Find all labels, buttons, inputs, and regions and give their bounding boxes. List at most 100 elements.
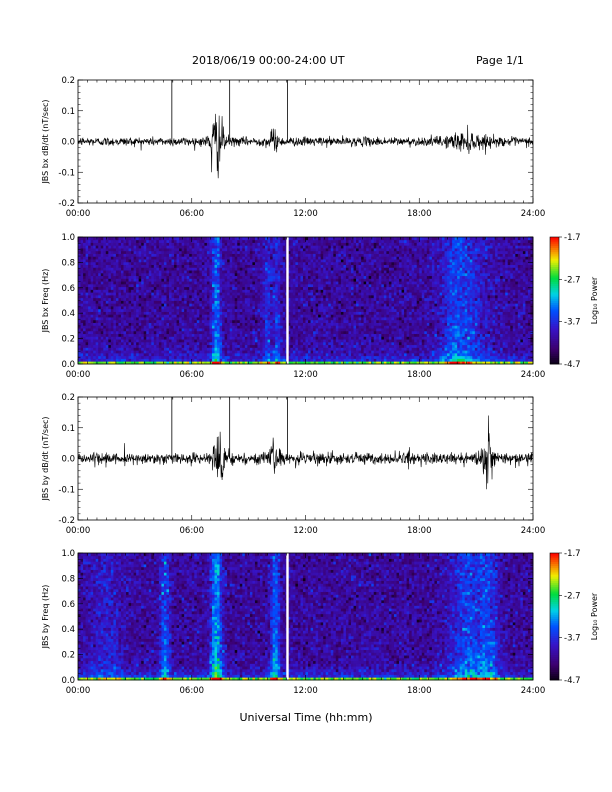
heatmap-cell [323,239,327,243]
heatmap-cell [280,272,284,277]
heatmap-cell [325,322,329,326]
heatmap-cell [128,248,132,252]
heatmap-cell [262,341,266,346]
heatmap-cell [277,281,281,285]
heatmap-cell [287,272,291,277]
heatmap-cell [277,239,281,243]
heatmap-cell [136,300,140,304]
heatmap-cell [103,270,107,274]
x-tick-label: 06:00 [180,209,205,219]
heatmap-cell [156,275,160,279]
heatmap-cell [136,297,140,301]
heatmap-cell [166,339,170,343]
heatmap-cell [277,333,281,337]
heatmap-cell [186,350,190,354]
heatmap-cell [179,283,183,288]
heatmap-cell [242,350,246,354]
heatmap-cell [171,350,175,354]
heatmap-cell [108,333,112,337]
heatmap-cell [80,253,84,257]
heatmap-cell [214,361,218,365]
heatmap-cell [88,283,92,288]
heatmap-cell [224,267,228,271]
heatmap-cell [143,317,147,321]
heatmap-cell [222,292,226,296]
heatmap-cell [126,242,129,246]
heatmap-cell [78,292,81,296]
heatmap-cell [328,330,332,335]
heatmap-cell [90,237,94,241]
heatmap-cell [171,281,175,285]
heatmap-cell [126,344,129,348]
heatmap-cell [214,248,218,252]
heatmap-cell [247,281,251,285]
heatmap-cell [113,317,117,321]
heatmap-cell [323,317,327,321]
heatmap-cell [194,237,198,241]
heatmap-cell [118,289,122,293]
heatmap-cell [110,297,114,301]
heatmap-cell [115,303,119,307]
heatmap-cell [272,344,276,348]
heatmap-cell [169,267,172,271]
heatmap-cell [126,306,129,310]
heatmap-cell [179,237,183,241]
heatmap-cell [80,283,84,288]
heatmap-cell [141,308,145,312]
heatmap-cell [204,261,208,266]
heatmap-cell [270,314,274,318]
heatmap-cell [148,250,152,254]
heatmap-cell [105,328,109,332]
heatmap-cell [138,289,142,293]
heatmap-cell [217,333,220,337]
heatmap-cell [146,267,150,271]
heatmap-cell [295,303,299,307]
heatmap-cell [280,358,284,362]
heatmap-cell [237,311,241,315]
heatmap-cell [189,361,193,365]
heatmap-cell [196,267,200,271]
heatmap-cell [267,259,271,263]
heatmap-cell [333,352,337,357]
heatmap-cell [88,242,92,246]
heatmap-cell [153,267,157,271]
heatmap-cell [234,264,238,268]
heatmap-cell [232,272,236,277]
heatmap-cell [325,286,329,290]
heatmap-cell [272,333,276,337]
heatmap-cell [292,278,296,282]
heatmap-cell [163,250,167,254]
heatmap-cell [247,239,251,243]
heatmap-cell [158,350,162,354]
heatmap-cell [275,314,279,318]
heatmap-cell [300,281,304,285]
heatmap-cell [126,286,129,290]
heatmap-cell [120,286,124,290]
heatmap-cell [242,242,246,246]
heatmap-cell [138,248,142,252]
heatmap-cell [315,270,319,274]
heatmap-cell [277,303,281,307]
heatmap-cell [222,261,226,266]
heatmap-cell [280,297,284,301]
heatmap-cell [219,286,223,290]
date-header: 2018/06/19 00:00-24:00 UT [192,54,345,67]
heatmap-cell [115,248,119,252]
heatmap-cell [148,328,152,332]
heatmap-cell [265,308,268,312]
heatmap-cell [280,267,284,271]
heatmap-cell [340,250,344,254]
heatmap-cell [153,253,157,257]
heatmap-cell [277,248,281,252]
heatmap-cell [158,294,162,299]
heatmap-cell [88,267,92,271]
heatmap-cell [330,283,334,288]
heatmap-cell [189,256,193,260]
heatmap-cell [174,350,177,354]
heatmap-cell [191,311,195,315]
heatmap-cell [325,339,329,343]
heatmap-cell [196,281,200,285]
heatmap-cell [115,250,119,254]
y-tick-label: -0.1 [58,168,75,178]
heatmap-cell [201,245,205,249]
